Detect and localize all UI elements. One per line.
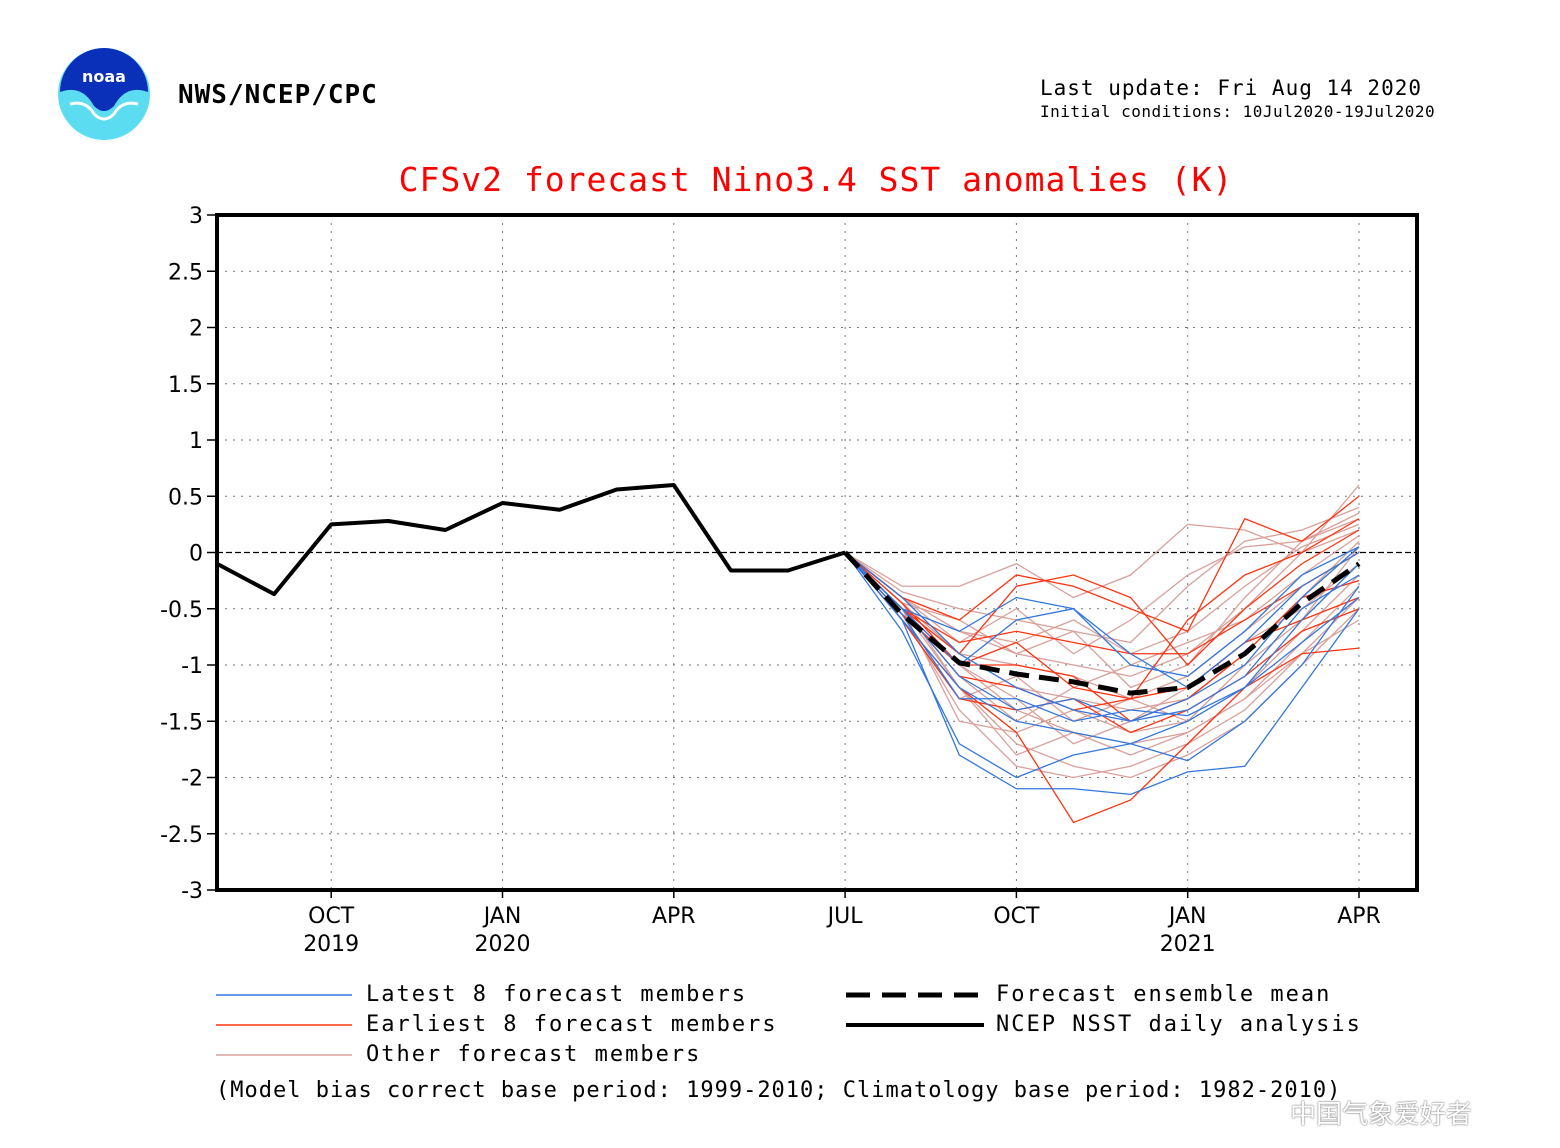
x-tick-month: APR	[652, 904, 696, 929]
latest-member-line	[844, 552, 1360, 745]
y-tick-label: -0.5	[160, 598, 203, 623]
last-update: Last update: Fri Aug 14 2020	[1040, 76, 1423, 100]
latest-member-line	[844, 552, 1360, 722]
y-tick-label: -2	[181, 767, 203, 792]
y-axis-ticks: 3 2.5 2 1.5 1 0.5 0 -0.5 -1 -1.5 -2 -2.5 -3	[160, 204, 217, 904]
other-member-line	[844, 506, 1360, 644]
earliest-member-line	[844, 495, 1360, 633]
other-member-line	[844, 484, 1360, 599]
y-tick-label: 3	[189, 204, 203, 229]
y-tick-label: -1	[181, 654, 203, 679]
legend-label-mean: Forecast ensemble mean	[996, 982, 1332, 1007]
x-tick-year: 2020	[475, 932, 531, 957]
other-member-line	[844, 552, 1360, 734]
y-tick-label: 2.5	[168, 260, 203, 285]
y-tick-label: 1	[189, 429, 203, 454]
analysis-series-line	[216, 483, 846, 597]
latest-member-line	[844, 551, 1360, 689]
x-tick-month: JAN	[482, 904, 522, 929]
legend-label-analysis: NCEP NSST daily analysis	[996, 1012, 1362, 1037]
x-tick-month: JUL	[826, 904, 864, 929]
y-tick-label: 2	[189, 317, 203, 342]
earliest-member-line	[844, 551, 1360, 655]
chart-title: CFSv2 forecast Nino3.4 SST anomalies (K)	[398, 160, 1234, 199]
legend-label-latest: Latest 8 forecast members	[366, 982, 748, 1007]
ensemble-mean-line	[843, 550, 1361, 696]
y-tick-label: 0.5	[168, 485, 203, 510]
other-member-line	[844, 552, 1360, 779]
other-member-line	[844, 518, 1360, 689]
legend-label-other: Other forecast members	[366, 1042, 702, 1067]
initial-conditions: Initial conditions: 10Jul2020-19Jul2020	[1040, 102, 1436, 121]
x-tick-year: 2021	[1160, 932, 1216, 957]
legend-label-earliest: Earliest 8 forecast members	[366, 1012, 778, 1037]
y-tick-label: 1.5	[168, 373, 203, 398]
footnote: (Model bias correct base period: 1999-20…	[216, 1078, 1342, 1103]
y-tick-label: 0	[189, 542, 203, 567]
earliest-member-line	[844, 518, 1360, 700]
logo-text: noaa	[82, 67, 126, 86]
y-tick-label: -1.5	[160, 710, 203, 735]
x-axis-ticks: OCT 2019 JAN 2020 APR JUL OCT JAN 2021 APR	[303, 890, 1381, 957]
x-tick-month: JAN	[1167, 904, 1207, 929]
other-member-line	[844, 552, 1360, 756]
latest-member-line	[844, 552, 1360, 722]
x-tick-month: OCT	[993, 904, 1040, 929]
x-tick-year: 2019	[303, 932, 359, 957]
y-tick-label: -3	[181, 879, 203, 904]
latest-member-line	[844, 552, 1360, 779]
latest-member-line	[844, 546, 1360, 677]
noaa-logo: noaa	[58, 48, 150, 140]
y-tick-label: -2.5	[160, 823, 203, 848]
x-tick-month: OCT	[308, 904, 355, 929]
agency-label: NWS/NCEP/CPC	[178, 80, 378, 110]
earliest-member-line	[844, 529, 1360, 666]
x-tick-month: APR	[1337, 904, 1381, 929]
watermark: 中国气象爱好者	[1290, 1100, 1473, 1130]
